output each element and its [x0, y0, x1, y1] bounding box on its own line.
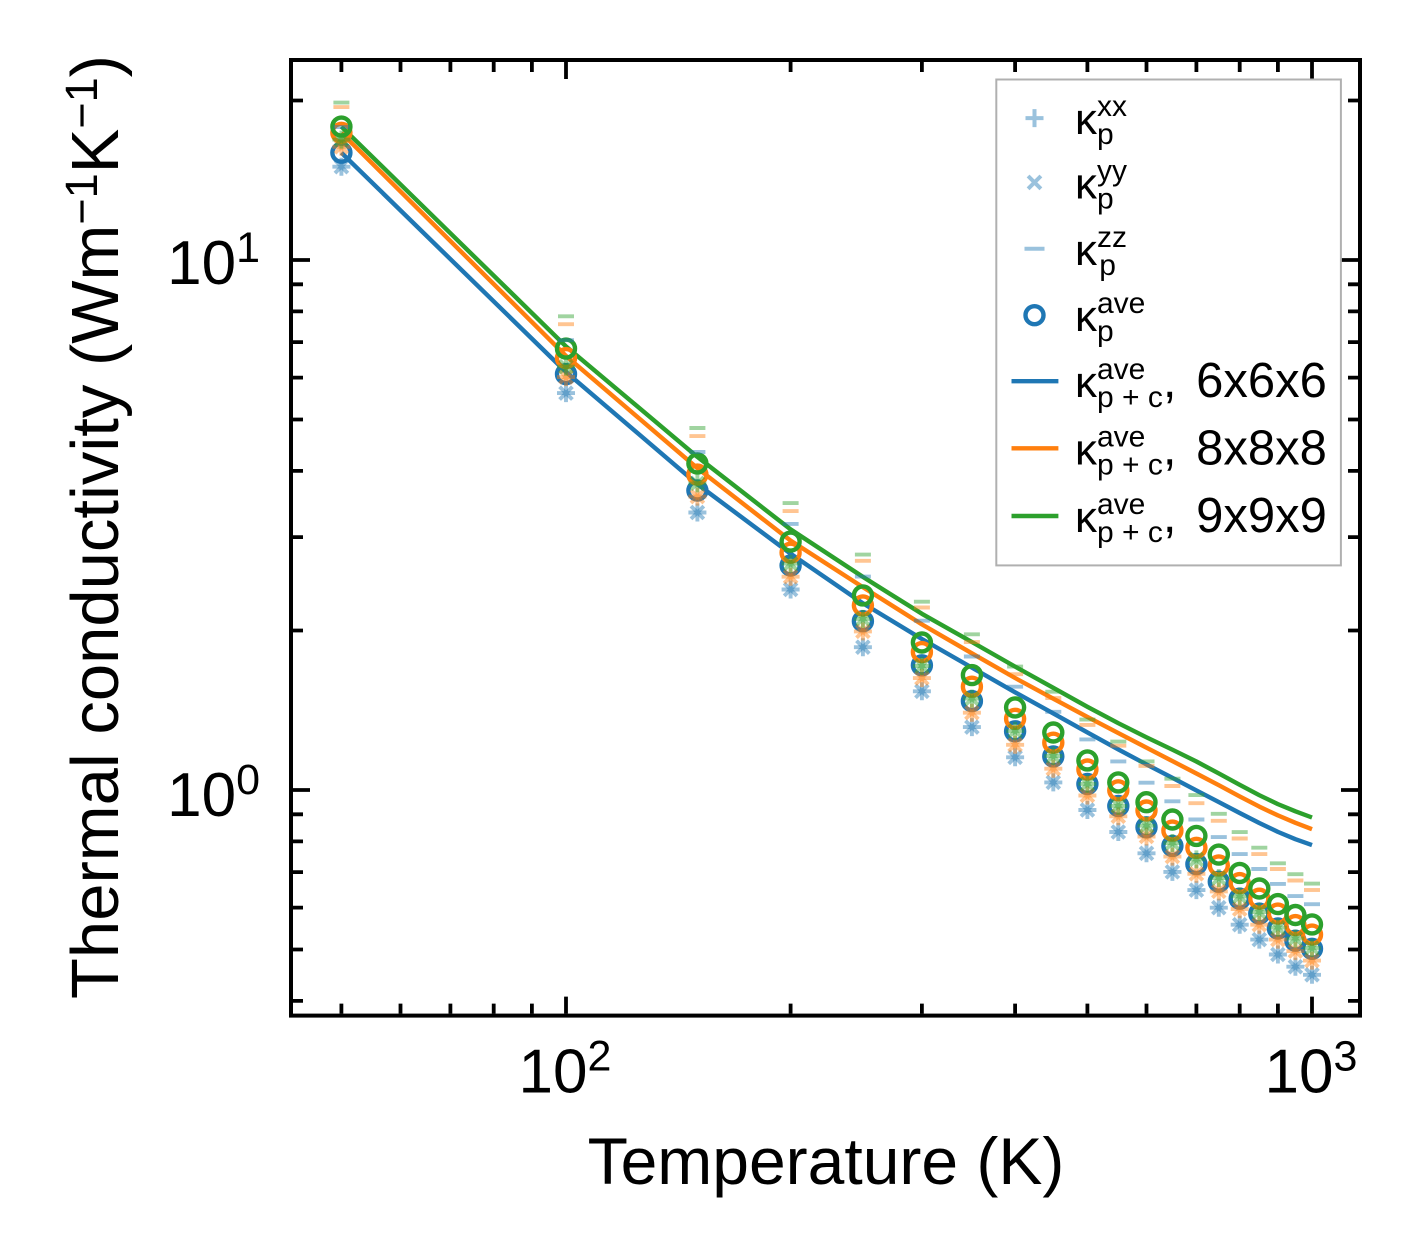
svg-text:Temperature (K): Temperature (K)	[588, 1124, 1065, 1198]
svg-text:101: 101	[167, 224, 260, 298]
